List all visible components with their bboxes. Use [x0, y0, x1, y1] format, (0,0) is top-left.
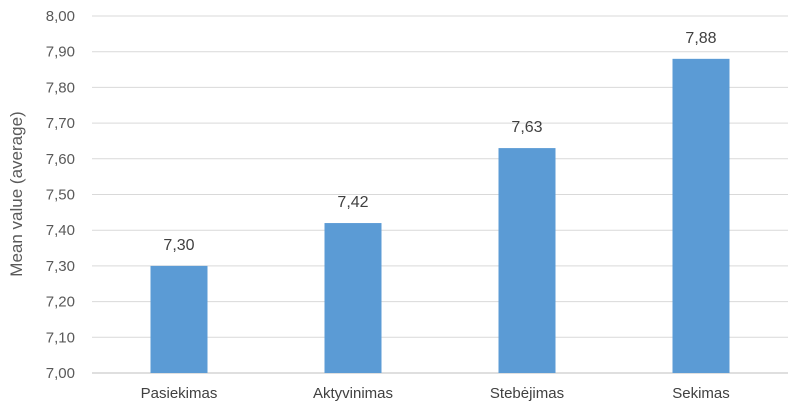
x-category-label: Pasiekimas	[141, 385, 218, 402]
bar	[324, 223, 382, 373]
y-tick-label: 7,80	[46, 79, 75, 96]
bar	[498, 148, 556, 373]
y-axis-title: Mean value (average)	[7, 111, 26, 276]
y-tick-label: 8,00	[46, 8, 75, 25]
y-tick-label: 7,60	[46, 151, 75, 168]
bar	[672, 58, 730, 374]
y-tick-label: 7,90	[46, 44, 75, 61]
y-tick-label: 7,30	[46, 258, 75, 275]
x-category-label: Stebėjimas	[490, 385, 564, 402]
x-category-label: Sekimas	[672, 385, 730, 402]
data-label: 7,30	[163, 237, 194, 254]
bar	[150, 265, 208, 373]
x-axis-category-labels: Pasiekimas Aktyvinimas Stebėjimas Sekimas	[141, 385, 730, 402]
y-tick-label: 7,70	[46, 115, 75, 132]
y-tick-label: 7,50	[46, 187, 75, 204]
data-label: 7,63	[511, 119, 542, 136]
x-category-label: Aktyvinimas	[313, 385, 393, 402]
bars	[150, 58, 730, 374]
y-tick-label: 7,10	[46, 329, 75, 346]
data-labels: 7,30 7,42 7,63 7,88	[163, 30, 716, 254]
data-label: 7,88	[685, 30, 716, 47]
y-tick-label: 7,00	[46, 365, 75, 382]
gridlines	[92, 15, 788, 374]
y-axis-tick-labels: 7,00 7,10 7,20 7,30 7,40 7,50 7,60 7,70 7,80 7,90…	[46, 8, 75, 382]
data-label: 7,42	[337, 194, 368, 211]
y-tick-label: 7,40	[46, 222, 75, 239]
y-tick-label: 7,20	[46, 294, 75, 311]
